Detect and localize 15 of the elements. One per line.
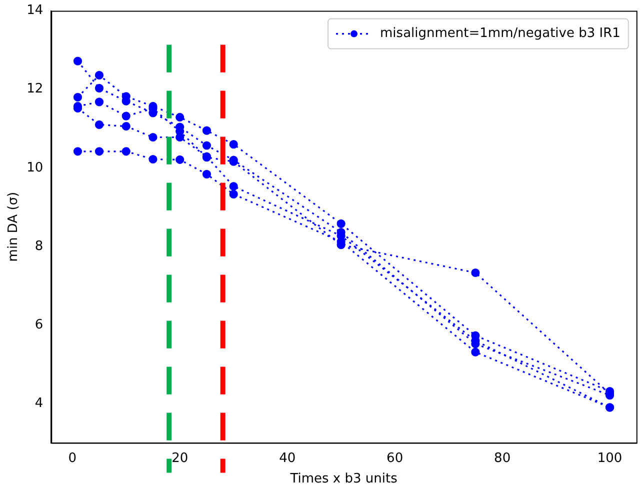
- x-tick-label: 40: [279, 450, 296, 466]
- x-axis-title: Times x b3 units: [289, 472, 398, 487]
- y-tick-label: 12: [26, 82, 44, 97]
- x-tick-label: 100: [597, 450, 622, 466]
- x-tick-label: 60: [386, 450, 404, 466]
- x-tick-label: 20: [172, 450, 188, 466]
- y-tick-label: 6: [34, 317, 44, 332]
- x-tick-label: 80: [494, 450, 511, 466]
- y-tick-label: 4: [34, 396, 44, 411]
- y-axis-title: min DA (σ): [6, 192, 22, 262]
- y-tick-label: 8: [34, 238, 44, 254]
- y-tick-label: 10: [26, 160, 44, 176]
- x-tick-label: 0: [68, 450, 77, 466]
- y-tick-label: 14: [26, 3, 44, 18]
- legend-label: misalignment=1mm/negative b3 IR1: [380, 26, 620, 42]
